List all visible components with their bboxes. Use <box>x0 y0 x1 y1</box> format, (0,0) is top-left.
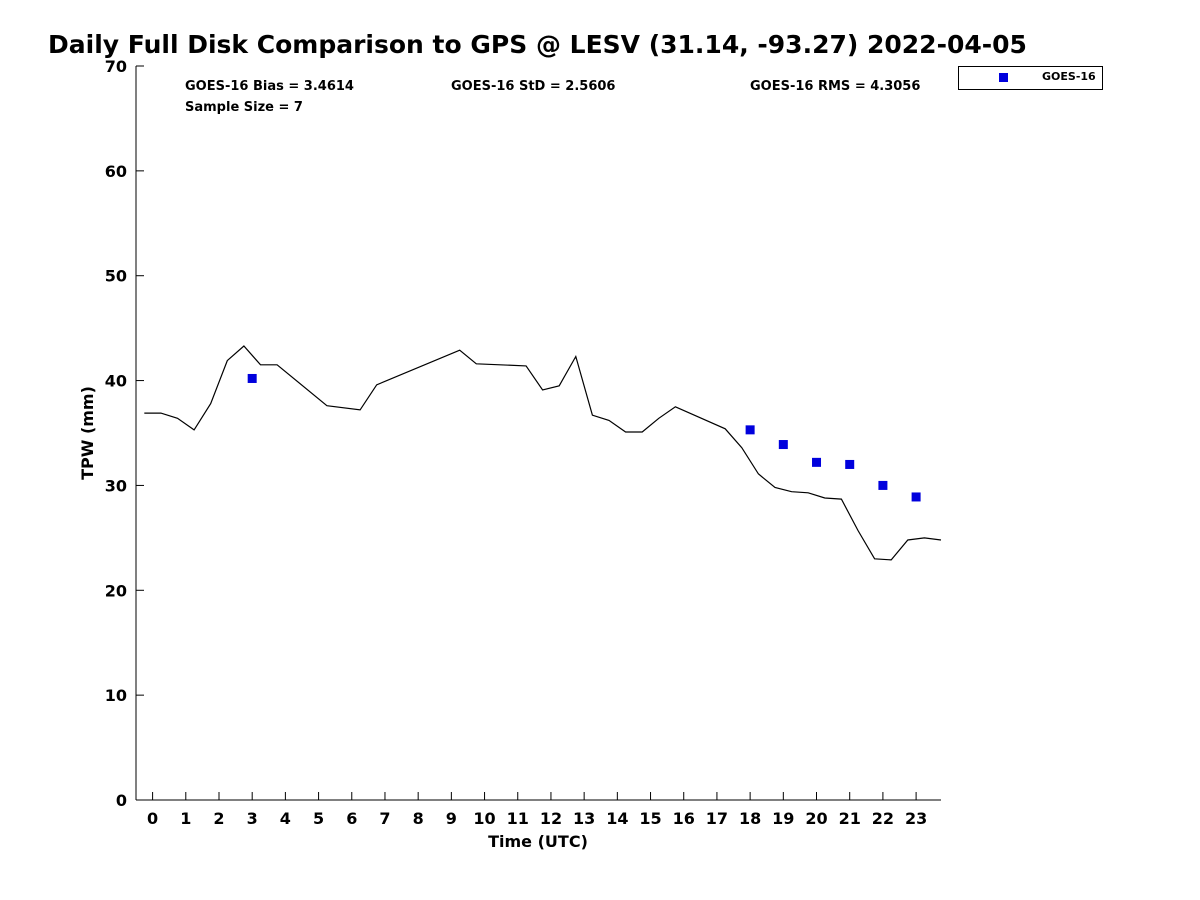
goes16-point-series <box>247 373 921 502</box>
x-tick-label: 9 <box>446 809 457 828</box>
y-axis-ticks: 0 10 20 30 40 50 60 70 <box>105 57 144 810</box>
x-tick-label: 19 <box>772 809 794 828</box>
goes16-data-point <box>845 459 855 469</box>
x-axis-label: Time (UTC) <box>488 832 588 851</box>
goes16-data-point <box>778 440 788 450</box>
gps-tpw-line <box>144 345 942 561</box>
x-tick-label: 17 <box>706 809 728 828</box>
axes <box>135 66 941 801</box>
legend-label: GOES-16 <box>1042 70 1096 83</box>
x-tick-label: 13 <box>573 809 595 828</box>
x-tick-label: 12 <box>540 809 562 828</box>
goes16-data-point <box>878 480 888 490</box>
goes16-data-point <box>247 373 257 383</box>
y-tick-label: 50 <box>105 267 127 286</box>
x-tick-label: 16 <box>673 809 695 828</box>
chart-title: Daily Full Disk Comparison to GPS @ LESV… <box>48 30 1027 59</box>
x-tick-label: 18 <box>739 809 761 828</box>
y-tick-label: 10 <box>105 686 127 705</box>
goes16-data-point <box>745 425 755 435</box>
y-axis-label: TPW (mm) <box>78 386 97 480</box>
goes16-data-point <box>812 457 822 467</box>
x-tick-label: 20 <box>805 809 827 828</box>
x-tick-label: 7 <box>379 809 390 828</box>
x-tick-label: 22 <box>872 809 894 828</box>
stat-rms: GOES-16 RMS = 4.3056 <box>750 79 921 94</box>
y-tick-label: 30 <box>105 476 127 495</box>
legend-square-marker-icon <box>999 73 1008 82</box>
y-tick-label: 0 <box>116 791 127 810</box>
x-tick-label: 2 <box>213 809 224 828</box>
x-tick-label: 14 <box>606 809 628 828</box>
x-tick-label: 15 <box>639 809 661 828</box>
stat-bias: GOES-16 Bias = 3.4614 <box>185 79 354 94</box>
x-tick-label: 11 <box>507 809 529 828</box>
y-tick-label: 60 <box>105 162 127 181</box>
x-tick-label: 3 <box>247 809 258 828</box>
x-tick-label: 5 <box>313 809 324 828</box>
x-tick-label: 6 <box>346 809 357 828</box>
x-tick-label: 1 <box>180 809 191 828</box>
legend: GOES-16 <box>958 66 1103 90</box>
x-tick-label: 4 <box>280 809 291 828</box>
stat-std: GOES-16 StD = 2.5606 <box>451 79 616 94</box>
gps-line-series <box>144 345 942 561</box>
goes16-data-point <box>911 492 921 502</box>
stat-sample-size: Sample Size = 7 <box>185 100 303 115</box>
x-tick-label: 0 <box>147 809 158 828</box>
y-tick-label: 20 <box>105 581 127 600</box>
x-tick-label: 10 <box>473 809 495 828</box>
x-tick-label: 21 <box>839 809 861 828</box>
x-axis-ticks: 0 1 2 3 4 5 6 7 8 9 10 11 12 13 14 15 16 17 18 19 20 21 22 23 <box>147 792 927 828</box>
y-tick-label: 70 <box>105 57 127 76</box>
x-tick-label: 23 <box>905 809 927 828</box>
y-tick-label: 40 <box>105 372 127 391</box>
x-tick-label: 8 <box>413 809 424 828</box>
